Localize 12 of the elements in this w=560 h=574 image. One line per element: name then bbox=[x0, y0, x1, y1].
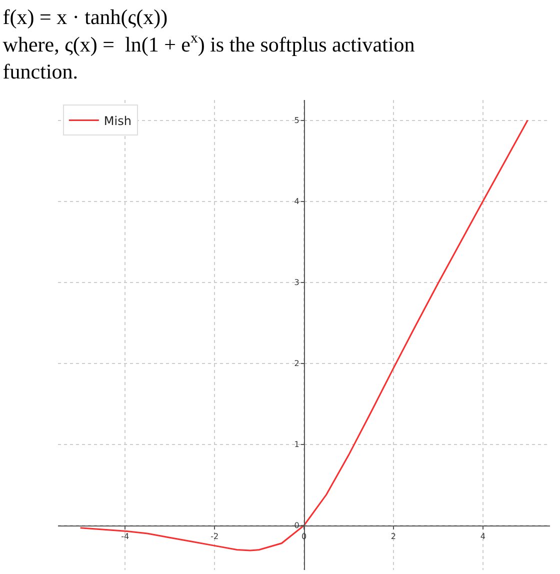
legend-label: Mish bbox=[104, 114, 132, 128]
y-tick-label: 2 bbox=[294, 359, 300, 368]
y-tick-label: 5 bbox=[294, 116, 300, 126]
x-tick-label: -4 bbox=[121, 532, 130, 542]
chart-title: f(x) = x · tanh(ς(x)) bbox=[2, 5, 168, 30]
x-tick-label: 4 bbox=[480, 532, 486, 542]
x-tick-label: -2 bbox=[210, 532, 219, 542]
x-tick-label: 2 bbox=[390, 532, 396, 542]
y-tick-label: 3 bbox=[294, 278, 300, 288]
y-tick-label: 1 bbox=[294, 440, 300, 450]
text: where, ς(x) = ln(1 + e$^{x}$) is the softplus activation function. bbox=[2, 30, 415, 84]
y-tick-label: 4 bbox=[294, 197, 300, 206]
